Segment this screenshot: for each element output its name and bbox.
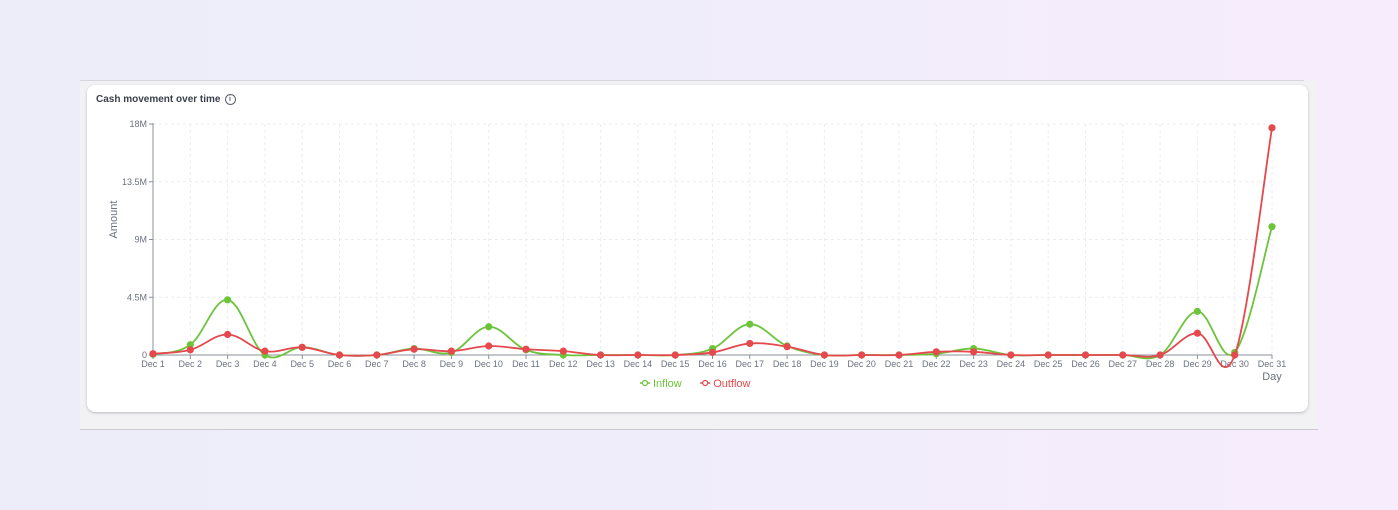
outflow-data-point <box>1119 351 1127 359</box>
outflow-data-point <box>335 351 344 359</box>
outflow-data-point <box>746 339 754 348</box>
outflow-data-point <box>298 343 306 351</box>
x-axis-title: Day <box>1262 371 1282 383</box>
outflow-data-point <box>1044 351 1052 359</box>
outflow-data-point <box>895 351 903 359</box>
outflow-data-point <box>522 345 530 353</box>
info-icon[interactable]: i <box>224 94 236 105</box>
y-tick-label: 18M <box>129 119 147 129</box>
outflow-data-point <box>373 351 381 359</box>
x-tick-label: Dec 15 <box>661 359 690 369</box>
x-tick-label: Dec 28 <box>1146 359 1175 369</box>
x-tick-label: Dec 29 <box>1183 359 1212 369</box>
outflow-data-point <box>1268 124 1276 132</box>
x-tick-label: Dec 22 <box>922 359 951 369</box>
outflow-data-point <box>783 343 791 351</box>
inflow-legend-marker <box>641 379 649 387</box>
outflow-data-point <box>1156 351 1164 359</box>
x-tick-label: Dec 13 <box>586 359 615 369</box>
card-title-text: Cash movement over time <box>96 94 221 105</box>
x-tick-label: Dec 6 <box>328 359 352 369</box>
outflow-data-point <box>410 345 418 353</box>
x-tick-label: Dec 3 <box>216 359 240 369</box>
outflow-series-line <box>152 127 1273 368</box>
x-tick-label: Dec 4 <box>253 359 277 369</box>
x-tick-label: Dec 19 <box>810 359 839 369</box>
outflow-data-point <box>1231 351 1239 359</box>
card-title: Cash movement over time i <box>96 94 236 105</box>
outflow-data-point <box>1007 351 1015 359</box>
inflow-data-point <box>746 320 754 328</box>
inflow-data-point <box>186 341 194 349</box>
x-tick-label: Dec 18 <box>773 359 802 369</box>
y-tick-label: 9M <box>134 235 147 245</box>
x-tick-label: Dec 12 <box>549 359 578 369</box>
outflow-data-point <box>261 347 269 355</box>
x-tick-label: Dec 16 <box>698 359 727 369</box>
outflow-data-point <box>932 348 940 356</box>
x-tick-label: Dec 30 <box>1220 359 1249 369</box>
x-tick-label: Dec 5 <box>290 359 314 369</box>
outflow-data-point <box>634 351 642 359</box>
x-tick-label: Dec 8 <box>402 359 426 369</box>
x-tick-label: Dec 23 <box>959 359 988 369</box>
x-tick-label: Dec 14 <box>624 359 653 369</box>
inflow-data-point <box>224 296 232 304</box>
x-tick-label: Dec 20 <box>847 359 876 369</box>
outflow-data-point <box>559 347 567 355</box>
x-tick-label: Dec 2 <box>179 359 203 369</box>
outflow-data-point <box>671 351 679 359</box>
x-tick-label: Dec 24 <box>997 359 1026 369</box>
outflow-legend-label: Outflow <box>713 378 750 390</box>
x-tick-label: Dec 10 <box>474 359 503 369</box>
x-tick-label: Dec 25 <box>1034 359 1063 369</box>
cash-movement-card: Cash movement over time i 0 4.5M 9M 13.5M 18… <box>87 85 1308 412</box>
y-tick-label: 13.5M <box>122 177 147 187</box>
x-tick-label: Dec 1 <box>141 359 165 369</box>
y-axis-title: Amount <box>108 201 120 239</box>
x-tick-label: Dec 27 <box>1109 359 1138 369</box>
outflow-data-point <box>485 342 493 350</box>
x-tick-label: Dec 21 <box>885 359 914 369</box>
outflow-data-point <box>1081 351 1090 359</box>
outflow-data-point <box>1193 329 1201 337</box>
outflow-data-point <box>186 346 194 354</box>
inflow-legend-label: Inflow <box>653 378 682 390</box>
inflow-data-point <box>485 323 493 331</box>
inflow-data-point <box>1268 223 1276 231</box>
x-tick-label: Dec 26 <box>1071 359 1100 369</box>
x-tick-label: Dec 11 <box>512 359 540 369</box>
outflow-data-point <box>970 348 978 356</box>
y-tick-label: 4.5M <box>127 292 147 302</box>
outflow-data-point <box>708 348 717 357</box>
outflow-data-point <box>149 350 157 358</box>
x-tick-label: Dec 17 <box>736 359 765 369</box>
outflow-data-point <box>597 351 605 359</box>
y-tick-label: 0 <box>142 350 147 360</box>
outflow-data-point <box>820 351 829 359</box>
outflow-legend-marker <box>702 379 709 387</box>
inflow-data-point <box>1193 307 1201 315</box>
x-tick-label: Dec 9 <box>440 359 464 369</box>
outflow-data-point <box>447 347 455 355</box>
line-chart: 0 4.5M 9M 13.5M 18M Dec 1 Dec 2 Dec 3 Dec 4 Dec 5… <box>108 119 1287 390</box>
frame-divider <box>80 80 1304 81</box>
outflow-data-point <box>224 330 232 339</box>
x-tick-label: Dec 31 <box>1258 359 1287 369</box>
outflow-data-point <box>858 351 866 359</box>
x-tick-label: Dec 7 <box>365 359 389 369</box>
